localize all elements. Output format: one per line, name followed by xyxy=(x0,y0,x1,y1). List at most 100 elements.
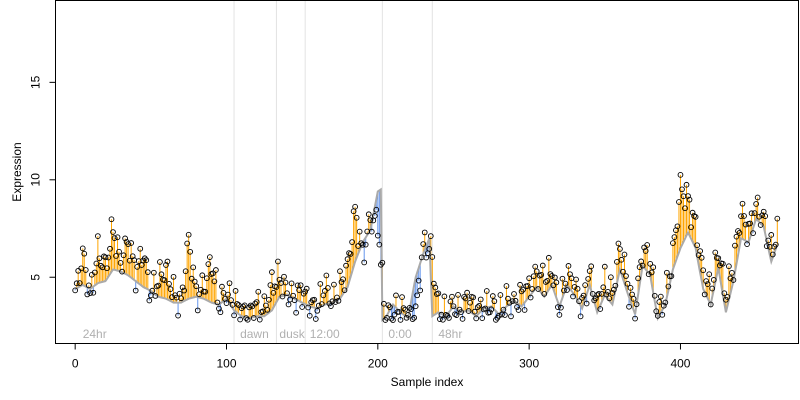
data-point xyxy=(73,280,80,287)
y-tick-label: 15 xyxy=(29,75,43,89)
data-point xyxy=(421,229,428,236)
data-point xyxy=(334,294,340,301)
data-point xyxy=(576,298,582,305)
data-point xyxy=(302,288,309,295)
data-point xyxy=(626,303,632,310)
data-point xyxy=(729,269,735,276)
data-point xyxy=(524,283,531,289)
data-point xyxy=(455,292,461,298)
data-point xyxy=(765,237,772,244)
y-tick-label: 10 xyxy=(29,173,43,187)
data-point xyxy=(202,288,209,295)
data-point xyxy=(545,254,552,261)
data-point xyxy=(772,241,779,248)
data-point xyxy=(462,295,469,302)
data-point xyxy=(255,288,262,295)
data-point xyxy=(405,312,411,318)
data-point xyxy=(185,231,192,238)
data-point xyxy=(506,299,513,306)
data-point xyxy=(739,200,746,207)
data-point xyxy=(477,296,484,303)
data-point xyxy=(107,245,113,252)
data-point xyxy=(353,214,360,221)
data-point xyxy=(406,304,413,311)
data-point xyxy=(553,279,560,286)
data-point xyxy=(282,279,289,286)
data-point xyxy=(726,263,732,270)
data-point xyxy=(102,254,109,261)
data-point xyxy=(266,296,272,303)
data-point xyxy=(774,215,781,222)
data-point xyxy=(427,233,434,239)
data-point xyxy=(329,298,336,305)
data-point xyxy=(368,228,375,235)
data-point xyxy=(692,214,699,220)
data-point xyxy=(530,273,537,280)
data-point xyxy=(633,301,640,308)
data-point xyxy=(644,242,651,248)
data-point xyxy=(365,211,372,218)
data-point xyxy=(264,306,271,313)
data-point xyxy=(306,312,313,319)
data-point xyxy=(515,307,522,313)
data-point xyxy=(474,304,481,310)
data-point xyxy=(167,286,174,293)
data-point xyxy=(446,315,452,321)
data-point xyxy=(688,224,694,231)
data-point xyxy=(317,281,324,287)
data-point xyxy=(82,267,89,273)
data-point xyxy=(508,313,514,320)
data-point xyxy=(356,228,363,235)
data-point xyxy=(730,277,737,283)
data-point xyxy=(674,223,681,230)
data-point xyxy=(458,309,464,315)
data-point xyxy=(403,314,410,321)
data-point xyxy=(744,241,750,247)
data-point xyxy=(503,283,510,289)
data-point xyxy=(379,259,386,266)
data-point xyxy=(166,281,172,287)
data-point xyxy=(686,196,693,203)
data-point xyxy=(81,250,88,257)
data-point xyxy=(252,300,259,307)
data-point xyxy=(520,286,526,293)
data-point xyxy=(479,315,486,322)
data-point xyxy=(609,290,616,296)
data-point xyxy=(449,293,455,300)
data-point xyxy=(344,256,351,262)
data-point xyxy=(161,277,168,284)
data-point xyxy=(471,308,478,315)
x-tick-label: 100 xyxy=(216,357,236,371)
data-point xyxy=(639,262,646,269)
data-point xyxy=(496,312,502,319)
data-point xyxy=(93,260,100,267)
data-point xyxy=(483,288,490,294)
data-point xyxy=(182,268,189,275)
data-point xyxy=(529,286,536,292)
data-point xyxy=(328,303,334,309)
data-point xyxy=(213,267,219,273)
data-point xyxy=(243,315,250,321)
data-point xyxy=(527,294,534,301)
data-point xyxy=(331,281,337,288)
data-point xyxy=(408,306,414,312)
data-point xyxy=(194,307,201,314)
data-point xyxy=(685,193,691,199)
data-point xyxy=(361,259,368,266)
data-point xyxy=(417,287,424,294)
data-point xyxy=(721,290,728,297)
data-point xyxy=(285,301,292,308)
data-point xyxy=(698,254,705,261)
data-point xyxy=(741,213,747,219)
data-point xyxy=(630,295,637,302)
data-point xyxy=(583,300,590,307)
data-point xyxy=(275,258,281,265)
data-point xyxy=(473,315,480,322)
data-point xyxy=(701,291,708,298)
x-tick-label: 300 xyxy=(519,357,539,371)
data-point xyxy=(98,262,104,269)
data-point xyxy=(660,302,667,309)
data-point xyxy=(157,259,163,265)
plot-frame xyxy=(55,0,799,344)
data-point xyxy=(763,243,770,249)
